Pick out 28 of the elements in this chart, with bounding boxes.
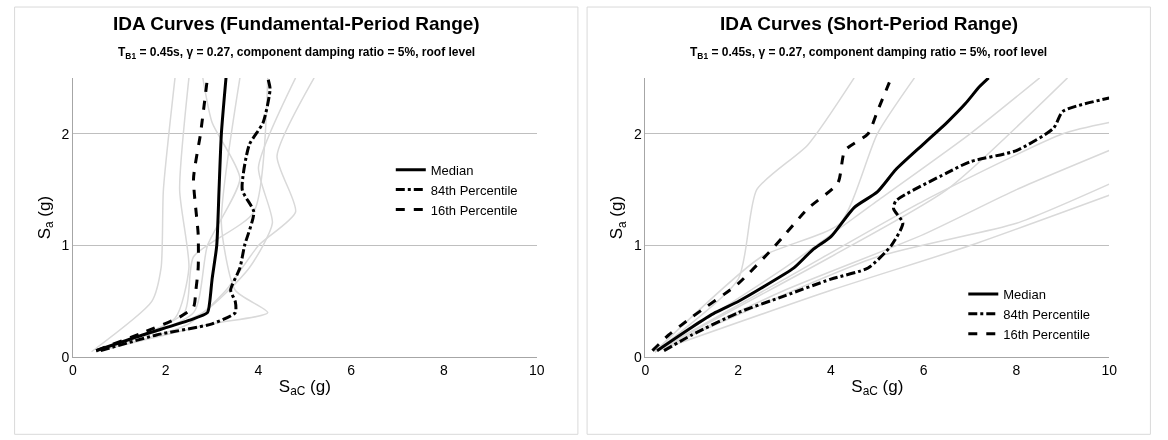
y-tick-label: 0 <box>61 349 70 366</box>
y-tick-label: 1 <box>61 237 70 254</box>
legend-label: 84th Percentile <box>1003 306 1091 322</box>
x-axis-title: S$_{aC}$ (g) <box>278 376 331 399</box>
chart-title: IDA Curves (Short-Period Range) <box>720 13 1019 34</box>
x-tick-label: 8 <box>440 362 449 379</box>
chart-title: IDA Curves (Fundamental-Period Range) <box>113 13 480 34</box>
x-tick-label: 10 <box>528 362 545 379</box>
x-tick-label: 4 <box>254 362 263 379</box>
x-tick-label: 4 <box>827 362 836 379</box>
x-tick-label: 2 <box>734 362 743 379</box>
legend-label: Median <box>430 162 474 178</box>
x-tick-label: 6 <box>347 362 356 379</box>
x-tick-label: 2 <box>161 362 170 379</box>
chart-subtitle: T$_{B1}$ = 0.45s, γ = 0.27, component damping ratio = 5%, roof level <box>690 45 1048 61</box>
legend-label: Median <box>1003 286 1046 302</box>
chart-subtitle: T$_{B1}$ = 0.45s, γ = 0.27, component damping ratio = 5%, roof level <box>118 45 476 61</box>
y-tick-label: 2 <box>633 125 642 142</box>
x-tick-label: 10 <box>1101 362 1118 379</box>
y-tick-label: 0 <box>633 349 642 366</box>
legend-label: 84th Percentile <box>430 182 518 198</box>
x-axis-title: S$_{aC}$ (g) <box>851 376 904 399</box>
legend-label: 16th Percentile <box>1003 326 1091 342</box>
y-tick-label: 2 <box>61 125 70 142</box>
x-tick-label: 6 <box>919 362 928 379</box>
legend-label: 16th Percentile <box>430 202 518 218</box>
x-tick-label: 8 <box>1012 362 1021 379</box>
y-tick-label: 1 <box>633 237 642 254</box>
